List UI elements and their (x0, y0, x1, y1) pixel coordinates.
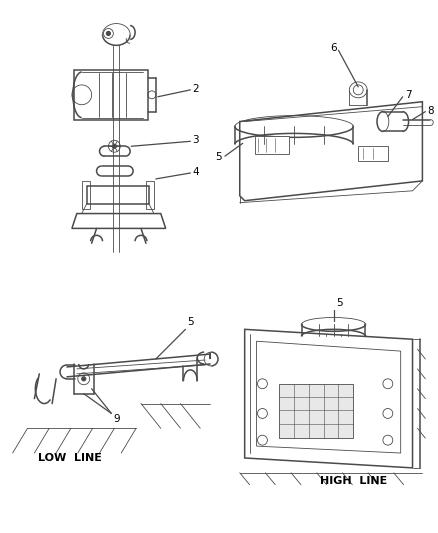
Text: 5: 5 (336, 297, 343, 308)
Text: HIGH  LINE: HIGH LINE (319, 476, 386, 486)
Bar (357, 146, 387, 161)
Text: LOW  LINE: LOW LINE (38, 453, 102, 463)
Text: 9: 9 (113, 415, 120, 424)
Circle shape (81, 377, 85, 381)
Text: 8: 8 (426, 106, 433, 116)
Text: 3: 3 (192, 135, 198, 146)
Bar (254, 136, 289, 154)
Circle shape (112, 144, 116, 148)
Bar (279, 384, 353, 438)
Text: 5: 5 (215, 152, 222, 162)
Text: 4: 4 (192, 167, 198, 177)
Text: 5: 5 (187, 317, 194, 327)
Text: 2: 2 (192, 84, 198, 94)
Text: 6: 6 (329, 43, 336, 53)
Circle shape (106, 31, 110, 35)
Text: 7: 7 (404, 90, 410, 100)
